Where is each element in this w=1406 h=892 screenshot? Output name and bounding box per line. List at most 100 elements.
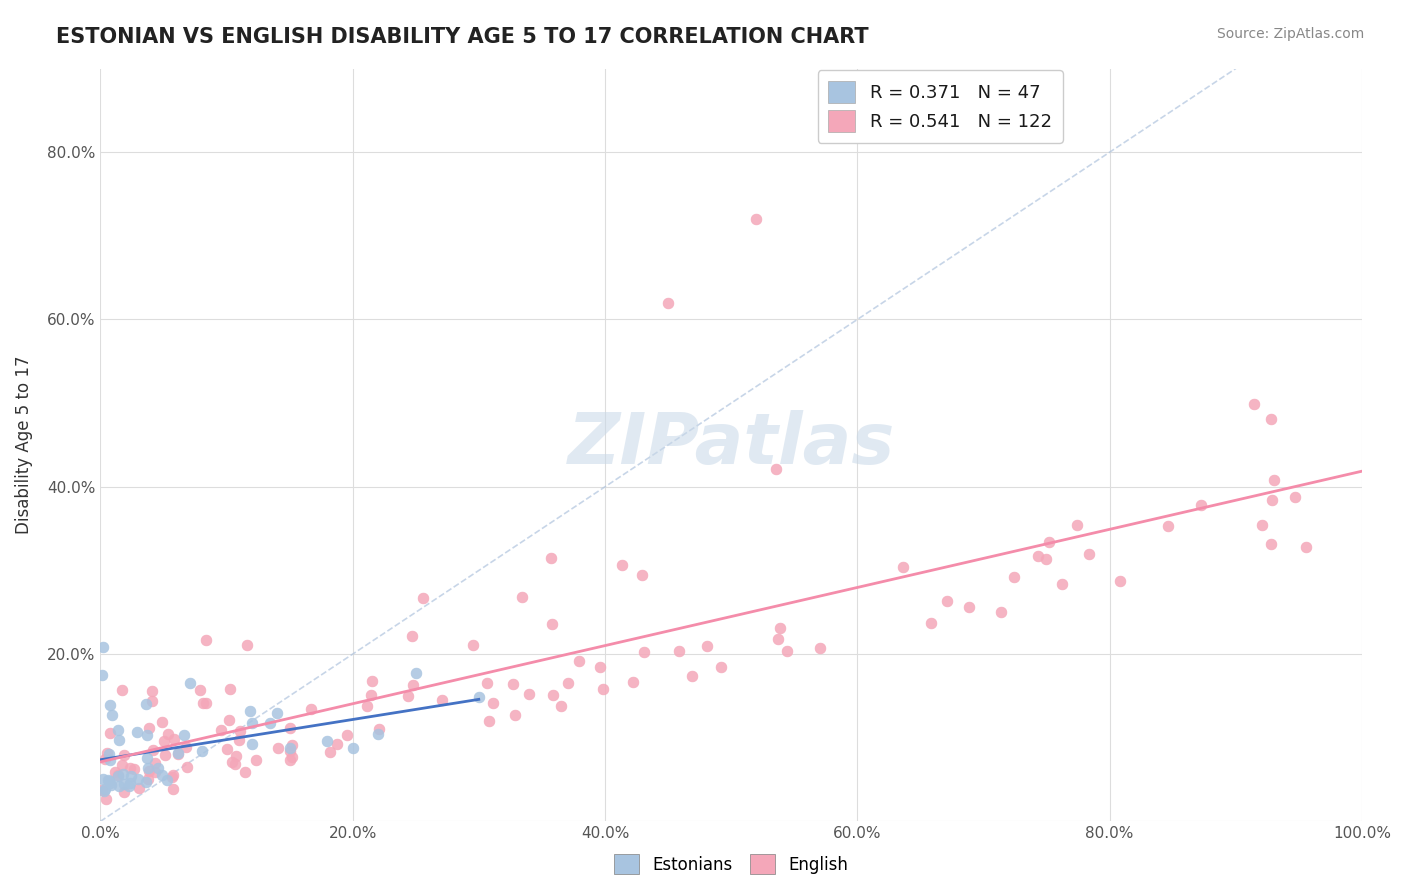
Point xyxy=(112,777,135,791)
Point xyxy=(217,741,239,756)
Point xyxy=(122,762,145,776)
Point xyxy=(97,773,120,788)
Point xyxy=(325,737,347,751)
Point xyxy=(118,779,141,793)
Point xyxy=(502,677,524,691)
Point xyxy=(191,697,214,711)
Point xyxy=(138,764,160,778)
Point xyxy=(90,782,112,797)
Point xyxy=(239,704,262,718)
Point xyxy=(541,688,564,702)
Point xyxy=(91,640,114,654)
Point xyxy=(405,666,427,681)
Point xyxy=(97,747,120,762)
Point xyxy=(91,772,114,787)
Point xyxy=(240,716,263,731)
Point xyxy=(957,600,980,615)
Point xyxy=(280,738,302,752)
Point xyxy=(710,659,733,673)
Point xyxy=(107,779,129,793)
Point xyxy=(135,775,157,789)
Point xyxy=(167,746,190,760)
Point xyxy=(336,728,359,742)
Point xyxy=(1050,577,1073,591)
Point xyxy=(141,694,163,708)
Point xyxy=(118,762,141,776)
Point xyxy=(111,758,134,772)
Point xyxy=(194,696,217,710)
Point xyxy=(136,761,159,775)
Point xyxy=(765,461,787,475)
Point xyxy=(893,560,915,574)
Point xyxy=(135,697,157,711)
Point xyxy=(235,765,257,780)
Point xyxy=(463,638,485,652)
Point xyxy=(1035,552,1057,566)
Point xyxy=(136,772,159,786)
Point xyxy=(143,765,166,780)
Point xyxy=(128,781,150,796)
Point xyxy=(1038,535,1060,549)
Point xyxy=(550,698,572,713)
Point xyxy=(266,706,288,720)
Text: ZIPatlas: ZIPatlas xyxy=(568,410,894,480)
Point xyxy=(229,724,252,739)
Point xyxy=(1026,549,1049,563)
Point xyxy=(482,696,505,710)
Point xyxy=(174,739,197,754)
Point xyxy=(477,714,499,729)
Point xyxy=(107,723,129,738)
Point xyxy=(316,734,339,748)
Point xyxy=(156,727,179,741)
Point xyxy=(173,728,195,742)
Point xyxy=(127,772,149,786)
Point xyxy=(179,676,201,690)
Point xyxy=(430,692,453,706)
Point xyxy=(1251,517,1274,532)
Point xyxy=(401,628,423,642)
Point xyxy=(517,688,540,702)
Point xyxy=(245,753,267,767)
Point xyxy=(135,751,157,765)
Point xyxy=(281,749,304,764)
Text: Source: ZipAtlas.com: Source: ZipAtlas.com xyxy=(1216,27,1364,41)
Point xyxy=(160,770,183,784)
Point xyxy=(540,551,562,566)
Point xyxy=(745,212,768,227)
Point xyxy=(412,591,434,605)
Point xyxy=(100,698,122,713)
Point xyxy=(610,558,633,572)
Point xyxy=(259,715,281,730)
Point xyxy=(769,621,792,635)
Point xyxy=(278,753,301,767)
Point xyxy=(935,594,957,608)
Point xyxy=(221,755,243,769)
Point xyxy=(920,615,942,630)
Point xyxy=(475,676,498,690)
Point xyxy=(209,723,232,737)
Point xyxy=(1261,493,1284,508)
Point xyxy=(319,745,342,759)
Point xyxy=(631,567,654,582)
Point xyxy=(1066,518,1088,533)
Point xyxy=(96,792,118,806)
Point xyxy=(568,654,591,668)
Point xyxy=(808,641,831,656)
Point xyxy=(633,645,655,659)
Point xyxy=(990,605,1012,619)
Point xyxy=(776,644,799,658)
Legend: R = 0.371   N = 47, R = 0.541   N = 122: R = 0.371 N = 47, R = 0.541 N = 122 xyxy=(817,70,1063,143)
Point xyxy=(1156,518,1178,533)
Point xyxy=(696,639,718,653)
Point xyxy=(190,744,212,758)
Point xyxy=(112,785,135,799)
Point xyxy=(97,773,120,788)
Point xyxy=(299,702,322,716)
Point xyxy=(136,728,159,742)
Point xyxy=(541,617,564,632)
Point xyxy=(278,744,301,758)
Point xyxy=(112,748,135,763)
Point xyxy=(224,757,246,772)
Point xyxy=(1263,473,1285,487)
Point xyxy=(1260,411,1282,425)
